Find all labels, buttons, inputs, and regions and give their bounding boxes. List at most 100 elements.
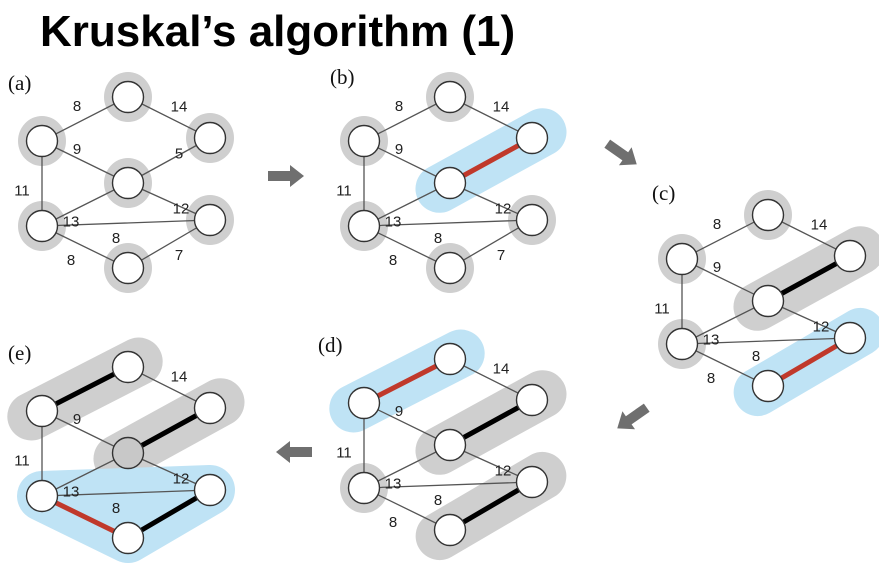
edge-weight-dg: 8 xyxy=(389,252,397,269)
edge-weight-bc: 14 xyxy=(811,216,828,233)
vertex-b xyxy=(433,80,467,114)
panel-label: (b) xyxy=(330,65,355,89)
edge-weight-bc: 14 xyxy=(493,360,510,377)
vertex-g xyxy=(433,513,467,547)
edge-weight-df: 8 xyxy=(434,492,442,509)
edge-weight-ae: 9 xyxy=(395,141,403,158)
step-arrow-3 xyxy=(617,403,650,430)
vertex-d xyxy=(25,479,59,513)
edge-weight-de: 13 xyxy=(703,331,720,348)
edge-weight-ce: 5 xyxy=(175,145,183,162)
vertex-c xyxy=(193,391,227,425)
edge-weight-ef: 12 xyxy=(173,200,190,217)
edge-weight-ad: 11 xyxy=(336,182,352,199)
panel-b: 8 14 11 9 13 12 8 8 7 (b) xyxy=(330,65,567,293)
edge-weight-df: 8 xyxy=(434,230,442,247)
edge-weight-ef: 12 xyxy=(495,200,512,217)
edge-weight-ab: 8 xyxy=(395,98,403,115)
panel-label: (d) xyxy=(318,333,343,357)
vertex-c xyxy=(515,121,549,155)
vertex-a xyxy=(665,242,699,276)
edge-weight-ab: 8 xyxy=(713,216,721,233)
edge-weight-ad: 11 xyxy=(14,182,30,199)
edge-weight-ae: 9 xyxy=(73,141,81,158)
edge-weight-df: 8 xyxy=(112,500,120,517)
edge-weight-ad: 11 xyxy=(654,300,670,317)
arrow-icon xyxy=(604,139,637,166)
panel-label: (a) xyxy=(8,71,31,95)
vertex-a xyxy=(25,124,59,158)
edge-df xyxy=(363,219,533,227)
arrow-icon xyxy=(276,441,312,463)
edge-df xyxy=(363,481,533,489)
edge-weight-de: 13 xyxy=(63,213,80,230)
vertex-a xyxy=(347,124,381,158)
edge-weight-fg: 7 xyxy=(175,247,183,264)
edge-df xyxy=(41,219,211,227)
vertex-g xyxy=(433,251,467,285)
edge-weight-ae: 9 xyxy=(713,259,721,276)
vertex-e xyxy=(433,166,467,200)
vertex-c xyxy=(193,121,227,155)
vertex-g xyxy=(111,251,145,285)
vertex-f xyxy=(193,203,227,237)
step-arrow-1 xyxy=(268,165,304,187)
edge-weight-de: 13 xyxy=(385,213,402,230)
edge-weight-dg: 8 xyxy=(389,514,397,531)
vertex-b xyxy=(433,342,467,376)
edge-weight-bc: 14 xyxy=(493,98,510,115)
panel-e: 14 11 9 13 12 8 (e) xyxy=(7,337,245,563)
edge-weight-ab: 8 xyxy=(73,98,81,115)
vertex-d xyxy=(665,327,699,361)
edge-weight-ad: 11 xyxy=(336,444,352,461)
edge-weight-bc: 14 xyxy=(171,98,188,115)
edge-weight-ad: 11 xyxy=(14,452,30,469)
edge-weight-ef: 12 xyxy=(495,462,512,479)
edge-weight-fg: 7 xyxy=(497,247,505,264)
edge-weight-df: 8 xyxy=(752,348,760,365)
vertex-f xyxy=(833,321,867,355)
vertex-d xyxy=(25,209,59,243)
vertex-b xyxy=(111,80,145,114)
vertex-a xyxy=(25,394,59,428)
vertex-e xyxy=(433,428,467,462)
edge-weight-bc: 14 xyxy=(171,368,188,385)
edge-df xyxy=(681,337,851,345)
arrow-icon xyxy=(268,165,304,187)
step-arrow-4 xyxy=(276,441,312,463)
vertex-d xyxy=(347,209,381,243)
vertex-b xyxy=(111,350,145,384)
edge-weight-ae: 9 xyxy=(73,411,81,428)
edge-weight-de: 13 xyxy=(63,483,80,500)
edge-weight-dg: 8 xyxy=(67,252,75,269)
edge-weight-ef: 12 xyxy=(173,470,190,487)
edge-weight-ae: 9 xyxy=(395,403,403,420)
vertex-e xyxy=(111,166,145,200)
vertex-g xyxy=(111,521,145,555)
vertex-b xyxy=(751,198,785,232)
slide-title: Kruskal’s algorithm (1) xyxy=(40,7,516,56)
vertex-e xyxy=(111,436,145,470)
panel-a: 8 14 11 9 5 13 12 8 8 7 (a) xyxy=(8,71,234,293)
vertex-c xyxy=(515,383,549,417)
vertex-c xyxy=(833,239,867,273)
edge-weight-de: 13 xyxy=(385,475,402,492)
panel-label: (c) xyxy=(652,181,675,205)
vertex-a xyxy=(347,386,381,420)
panel-c: 8 14 11 9 13 12 8 8 (c) xyxy=(652,181,879,417)
vertex-f xyxy=(193,473,227,507)
vertex-f xyxy=(515,203,549,237)
edge-df xyxy=(41,489,211,497)
vertex-f xyxy=(515,465,549,499)
vertex-g xyxy=(751,369,785,403)
step-arrow-2 xyxy=(604,139,637,166)
vertex-e xyxy=(751,284,785,318)
edge-weight-df: 8 xyxy=(112,230,120,247)
edge-weight-dg: 8 xyxy=(707,370,715,387)
panel-label: (e) xyxy=(8,341,31,365)
vertex-d xyxy=(347,471,381,505)
arrow-icon xyxy=(617,403,650,430)
panel-d: 14 11 9 13 12 8 8 (d) xyxy=(318,329,567,561)
edge-weight-ef: 12 xyxy=(813,318,830,335)
